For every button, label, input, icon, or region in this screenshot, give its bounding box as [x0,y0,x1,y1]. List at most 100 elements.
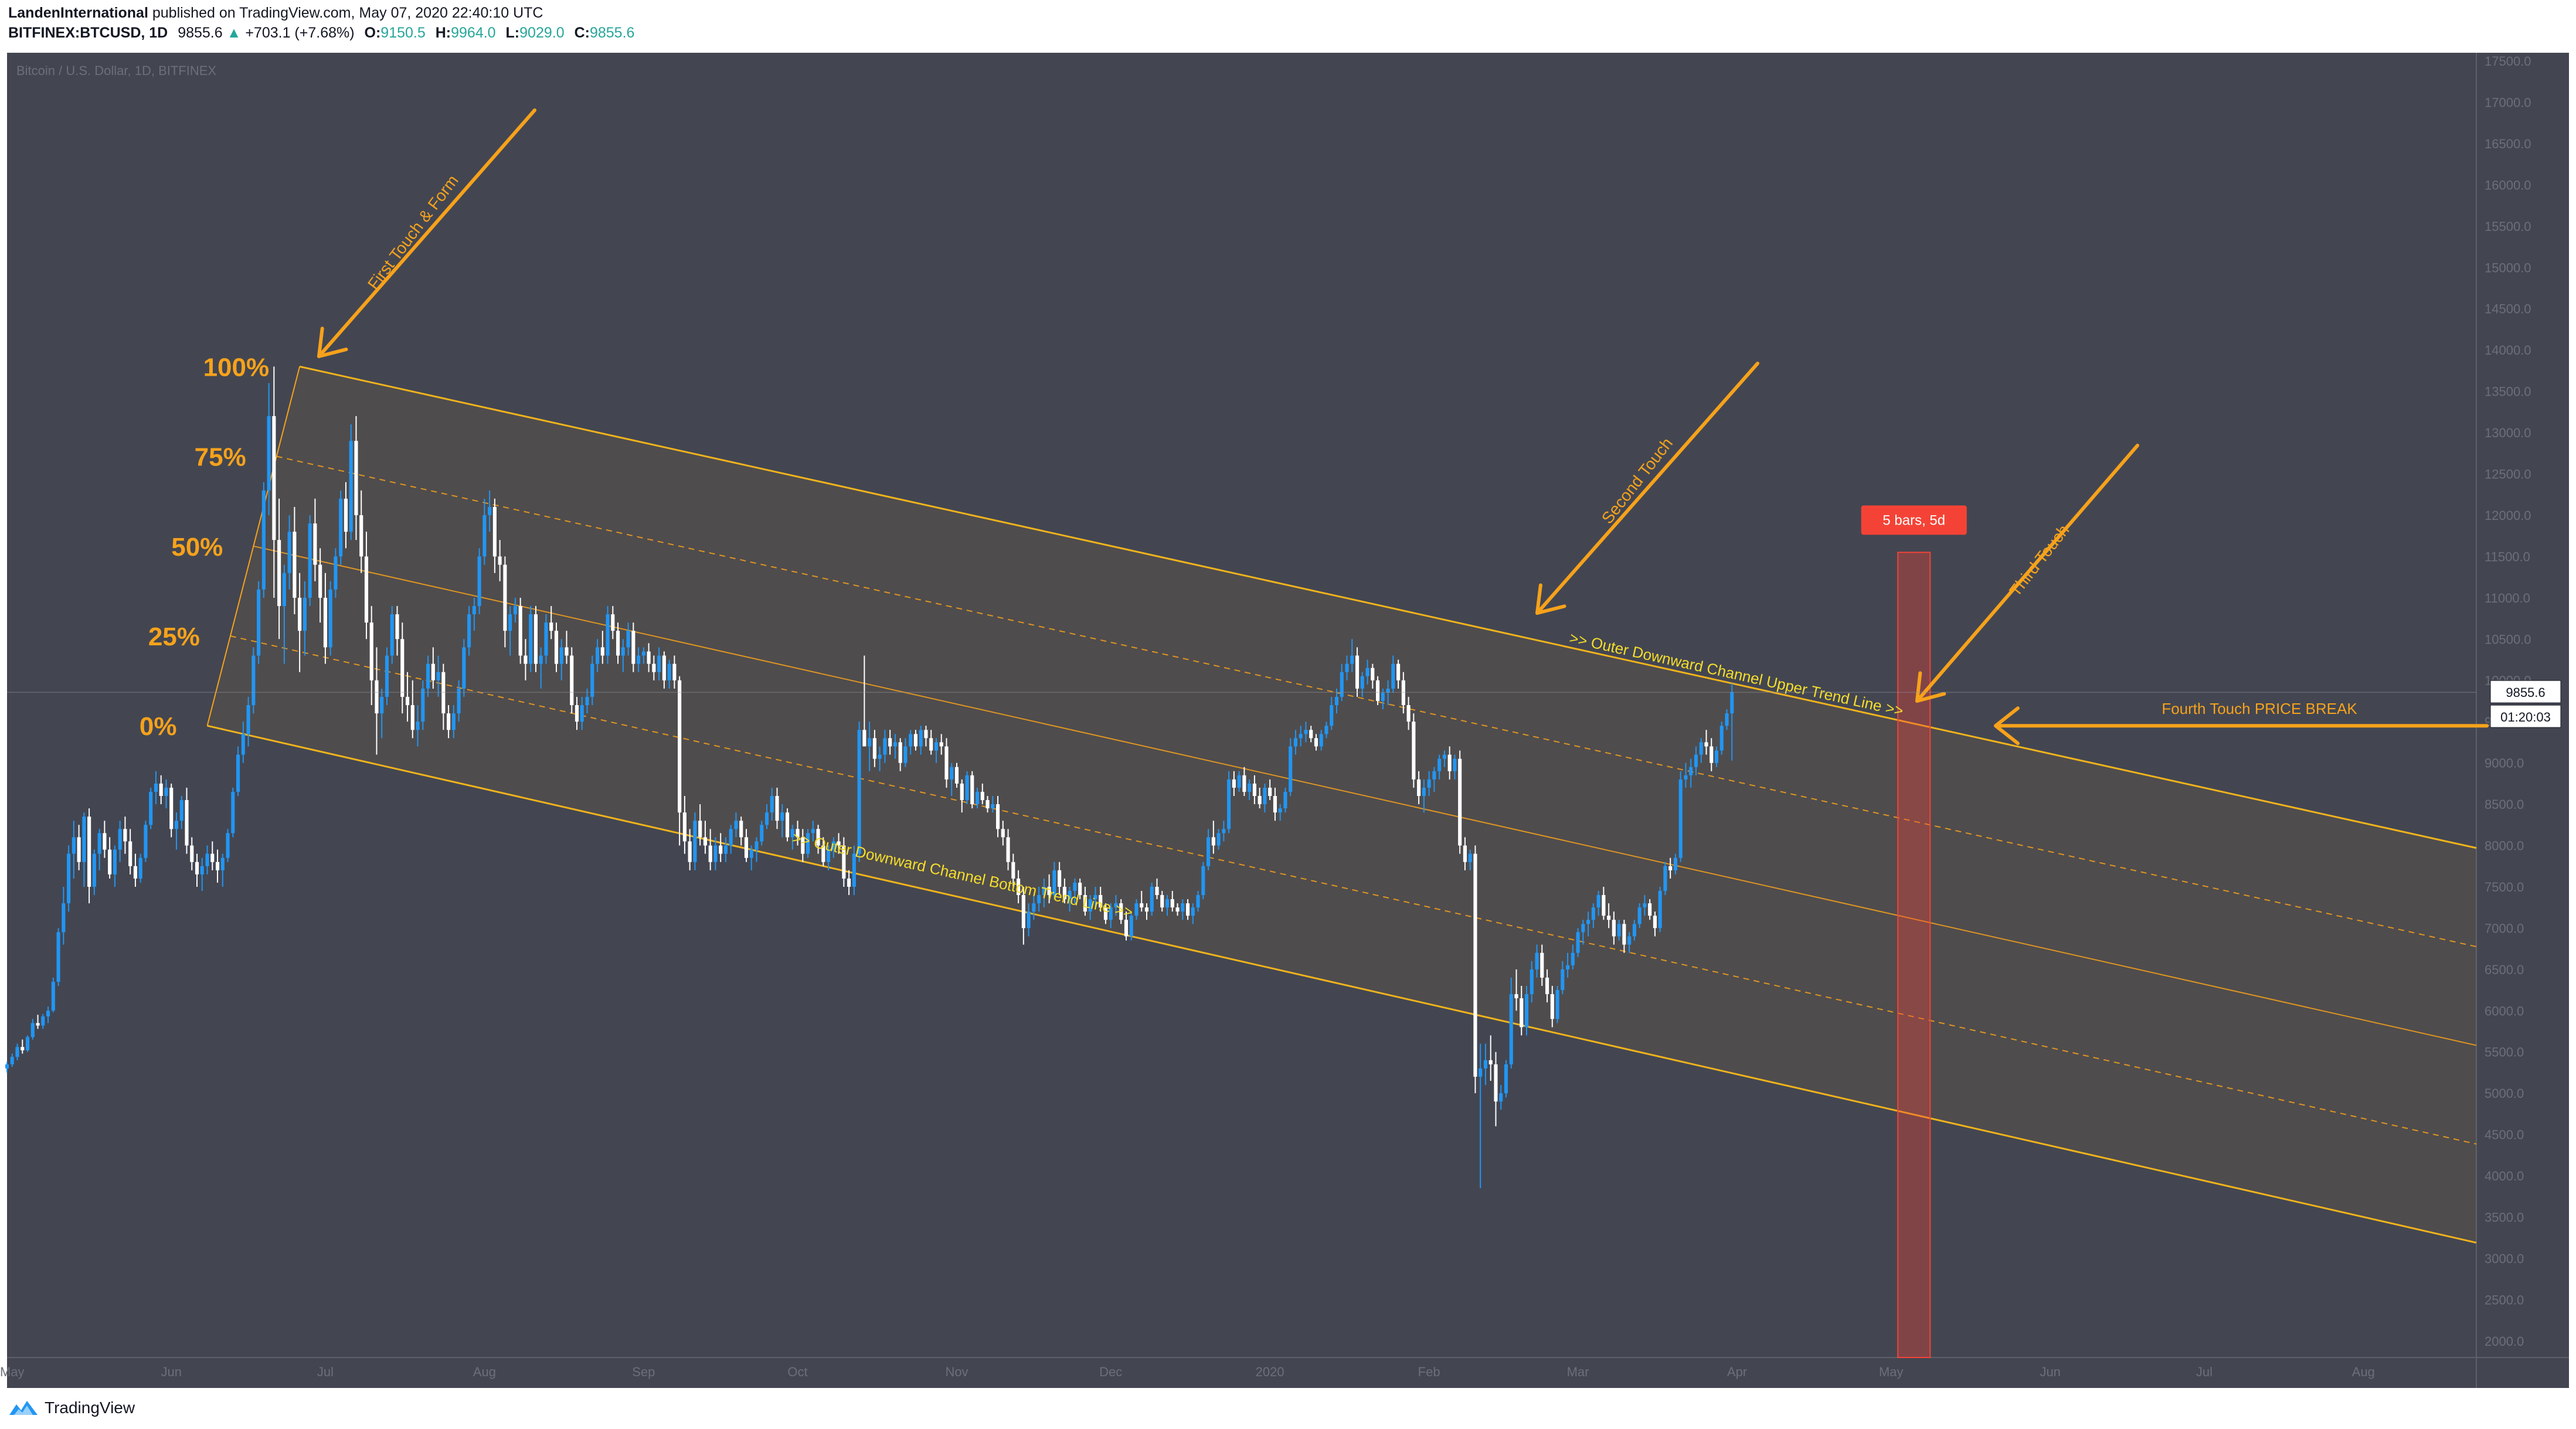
candle-body [62,903,66,933]
candle-body [1427,779,1431,788]
candle-body [806,833,810,854]
symbol-label[interactable]: BITFINEX:BTCUSD, 1D [8,25,168,41]
candle-body [821,845,825,862]
candle-body [539,655,543,664]
candle-body [36,1023,40,1026]
candle-body [267,416,271,491]
candle-body [1514,994,1518,999]
candle-body [421,688,425,722]
candle-body [1058,870,1062,887]
candle-body [1345,664,1349,672]
candle-body [298,597,302,631]
y-tick-label: 13500.0 [2485,385,2531,399]
candle-body [1006,837,1010,862]
candle-body [334,556,338,590]
candle-body [1719,726,1724,751]
last-price-box [2490,680,2561,703]
candle-body [1437,758,1442,771]
y-tick-label: 2000.0 [2485,1334,2524,1349]
candle-body [205,853,209,866]
candle-body [544,622,548,656]
channel-level-line [253,545,2477,1046]
candle-body [862,730,866,747]
candle-body [698,821,702,838]
plot-background [7,53,2476,1357]
candle-body [426,664,430,689]
candle-body [657,655,661,672]
candle-body [1052,870,1056,896]
tradingview-logo[interactable]: TradingView [8,1399,135,1417]
price-chart[interactable]: Bitcoin / U.S. Dollar, 1D, BITFINEX 2000… [0,49,2576,1391]
channel-level-label: 100% [203,353,270,382]
candle-body [549,622,553,631]
candle-body [30,1023,35,1037]
chart-area[interactable]: Bitcoin / U.S. Dollar, 1D, BITFINEX 2000… [0,49,2576,1391]
candle-body [457,688,461,714]
channel-fill [207,366,2477,1243]
last-price-label: 9855.6 [2506,685,2545,700]
candle-body [827,849,831,862]
countdown-label: 01:20:03 [2500,710,2551,724]
candle-body [672,664,677,681]
candle-body [1565,965,1570,969]
candle-body [785,812,790,838]
candle-body [1422,787,1426,796]
candle-body [108,849,112,875]
candle-body [1319,734,1323,747]
candle-body [1340,672,1344,697]
candle-body [1083,895,1087,912]
candle-body [682,812,687,842]
last-price: 9855.6 [178,25,223,41]
candle-body [764,812,769,825]
candle-body [1360,676,1364,689]
candle-body [123,829,127,842]
candle-body [252,655,256,705]
candle-body [1222,829,1226,833]
y-tick-label: 4500.0 [2485,1128,2524,1142]
candle-body [1704,742,1708,747]
candle-body [369,622,373,681]
candle-body [667,664,671,681]
candle-body [133,866,137,879]
candle-body [1540,952,1544,978]
candle-body [837,841,841,846]
y-tick-label: 7500.0 [2485,880,2524,894]
candle-body [1442,754,1446,759]
channel-level-label: 50% [171,533,223,562]
candle-body [1037,895,1041,904]
close-label: C: [574,25,590,41]
candle-body [1304,730,1308,734]
candle-body [1258,795,1262,805]
candle-body [1612,920,1616,937]
candle-body [1165,899,1170,908]
x-tick-label: May [0,1365,25,1379]
candle-body [1432,771,1436,780]
candle-body [169,787,174,829]
candle-body [385,655,389,697]
candle-body [1473,853,1477,1077]
fourth-touch-label: Fourth Touch PRICE BREAK [2162,700,2357,717]
x-tick-label: Nov [945,1365,968,1379]
high-label: H: [435,25,451,41]
candle-body [1396,664,1401,681]
candle-body [729,829,733,846]
candle-body [1386,688,1390,693]
y-tick-label: 8000.0 [2485,839,2524,853]
candle-body [909,734,913,747]
candle-body [1412,722,1416,780]
candle-body [1381,692,1385,701]
candle-body [1119,903,1123,920]
candle-body [349,441,353,532]
author-name[interactable]: LandenInternational [8,5,148,21]
candle-body [1530,969,1534,995]
candle-body [154,783,158,792]
candle-body [1417,779,1421,796]
candle-body [1627,936,1632,945]
y-tick-label: 7000.0 [2485,921,2524,935]
candle-body [913,734,918,747]
channel-level-label: 0% [140,712,177,741]
candle-body [236,754,240,792]
second-touch-arrow-head [1535,583,1566,615]
x-tick-label: May [1879,1365,1904,1379]
candle-body [92,853,96,887]
